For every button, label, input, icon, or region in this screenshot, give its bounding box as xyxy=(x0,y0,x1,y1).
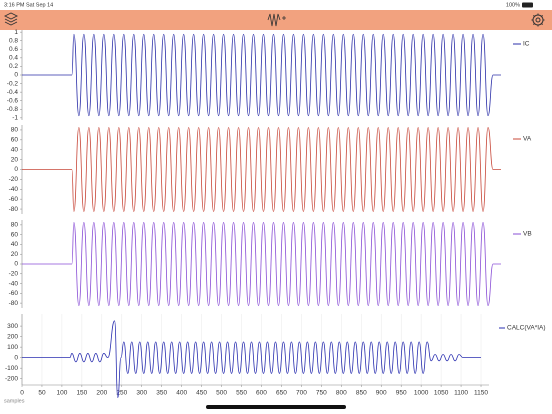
y-tick-label: 0.6 xyxy=(9,46,18,53)
y-tick-label: 0.2 xyxy=(9,63,18,70)
y-tick-label: 20 xyxy=(11,156,19,163)
x-tick-label: 500 xyxy=(216,390,227,397)
y-tick-label: -20 xyxy=(9,176,19,183)
x-tick-label: 50 xyxy=(38,390,46,397)
y-tick-label: 40 xyxy=(11,146,19,153)
y-tick-label: 20 xyxy=(11,251,19,258)
legend-label: CALC(VA*IA) xyxy=(507,325,546,332)
x-tick-label: 1050 xyxy=(434,390,449,397)
x-tick-label: 650 xyxy=(276,390,287,397)
x-tick-label: 450 xyxy=(196,390,207,397)
y-tick-label: 80 xyxy=(11,222,19,229)
status-battery: 100% xyxy=(506,2,520,8)
y-tick-label: -40 xyxy=(9,186,19,193)
series-line xyxy=(21,33,501,117)
x-tick-label: 400 xyxy=(176,390,187,397)
legend-label: VB xyxy=(523,231,532,238)
y-tick-label: -200 xyxy=(5,375,18,382)
x-tick-label: 800 xyxy=(336,390,347,397)
series-line xyxy=(21,320,482,399)
x-tick-label: 1150 xyxy=(474,390,488,397)
y-tick-label: -0.8 xyxy=(7,106,19,113)
legend-label: IC xyxy=(523,41,530,48)
x-tick-label: 200 xyxy=(96,390,107,397)
y-tick-label: 0 xyxy=(14,354,18,361)
x-tick-label: 1100 xyxy=(454,390,468,397)
y-tick-label: -0.4 xyxy=(7,89,19,96)
y-tick-label: 100 xyxy=(7,344,18,351)
x-tick-label: 600 xyxy=(256,390,267,397)
y-tick-label: 0.4 xyxy=(9,55,18,62)
y-tick-label: 1 xyxy=(14,29,18,36)
y-tick-label: -80 xyxy=(9,206,19,213)
battery-icon xyxy=(522,2,533,8)
x-tick-label: 1000 xyxy=(414,390,429,397)
y-tick-label: -60 xyxy=(9,196,19,203)
x-tick-label: 100 xyxy=(56,390,67,397)
status-date: Sat Sep 14 xyxy=(26,2,53,8)
x-tick-label: 850 xyxy=(356,390,367,397)
y-tick-label: -80 xyxy=(9,300,19,307)
y-tick-label: -60 xyxy=(9,290,19,297)
y-tick-label: 0 xyxy=(14,166,18,173)
layers-button[interactable] xyxy=(3,12,19,26)
waveform-button[interactable] xyxy=(267,13,286,27)
series-line xyxy=(22,222,501,306)
y-tick-label: -40 xyxy=(9,280,19,287)
y-tick-label: 60 xyxy=(11,137,19,144)
x-tick-label: 0 xyxy=(20,390,24,397)
x-tick-label: 700 xyxy=(296,390,307,397)
legend-label: VA xyxy=(523,136,532,143)
y-tick-label: -100 xyxy=(5,365,18,372)
y-tick-label: 40 xyxy=(11,241,19,248)
y-tick-label: 200 xyxy=(7,333,18,340)
y-tick-label: -0.6 xyxy=(7,97,19,104)
status-time: 3:16 PM xyxy=(4,2,25,8)
y-tick-label: 0 xyxy=(14,72,18,79)
x-tick-label: 750 xyxy=(316,390,327,397)
y-tick-label: -0.2 xyxy=(7,80,19,87)
y-tick-label: 300 xyxy=(7,323,18,330)
series-line xyxy=(22,127,501,212)
x-tick-label: 950 xyxy=(396,390,407,397)
y-tick-label: 0 xyxy=(14,261,18,268)
x-axis-label: samples xyxy=(4,398,25,404)
y-tick-label: 0.8 xyxy=(9,37,18,44)
y-tick-label: 80 xyxy=(11,127,19,134)
x-tick-label: 550 xyxy=(236,390,247,397)
y-tick-label: 60 xyxy=(11,231,19,238)
toolbar xyxy=(0,10,552,30)
x-tick-label: 300 xyxy=(136,390,147,397)
home-indicator xyxy=(206,405,346,409)
x-tick-label: 150 xyxy=(76,390,87,397)
y-tick-label: -1 xyxy=(12,115,18,122)
x-tick-label: 350 xyxy=(156,390,167,397)
x-tick-label: 900 xyxy=(376,390,387,397)
y-tick-label: -20 xyxy=(9,270,19,277)
x-tick-label: 250 xyxy=(116,390,127,397)
settings-button[interactable] xyxy=(531,13,545,27)
